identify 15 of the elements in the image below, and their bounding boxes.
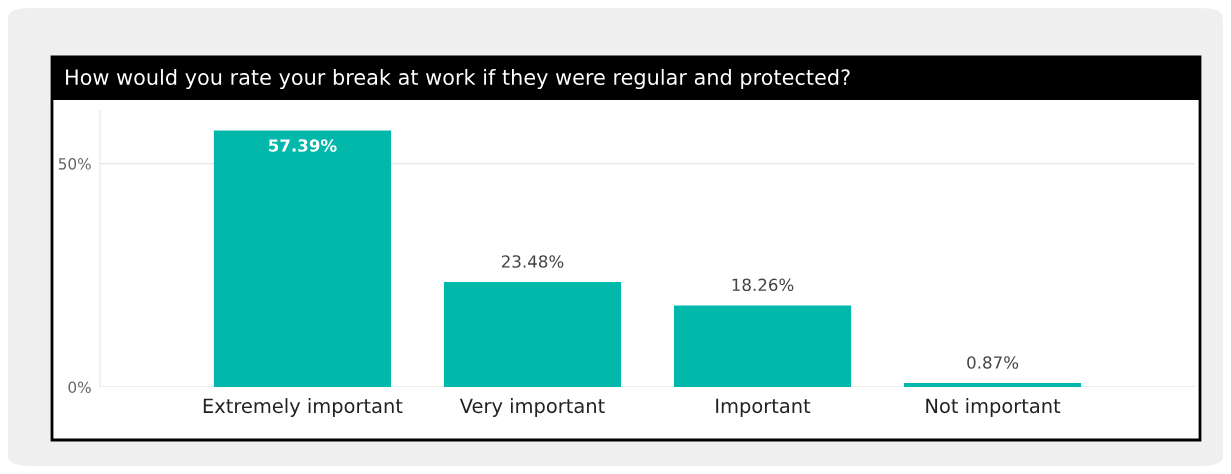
data-label: 23.48% xyxy=(501,255,564,268)
data-label: 57.39% xyxy=(269,139,337,152)
x-tick-label: Very important xyxy=(459,398,605,417)
bar xyxy=(443,282,622,387)
chart-title: How would you rate your break at work if they were regular and protected? xyxy=(66,68,850,90)
x-tick-label: Extremely important xyxy=(203,398,403,417)
y-tick-label: 0% xyxy=(68,381,91,394)
x-tick-label: Not important xyxy=(926,398,1061,417)
x-tick-label: Important xyxy=(716,398,811,417)
bar xyxy=(673,305,852,387)
data-label: 18.26% xyxy=(732,278,794,292)
bar xyxy=(213,130,391,387)
data-label: 0.87% xyxy=(967,356,1019,369)
y-tick-label: 50% xyxy=(58,158,91,170)
bar xyxy=(904,383,1082,387)
